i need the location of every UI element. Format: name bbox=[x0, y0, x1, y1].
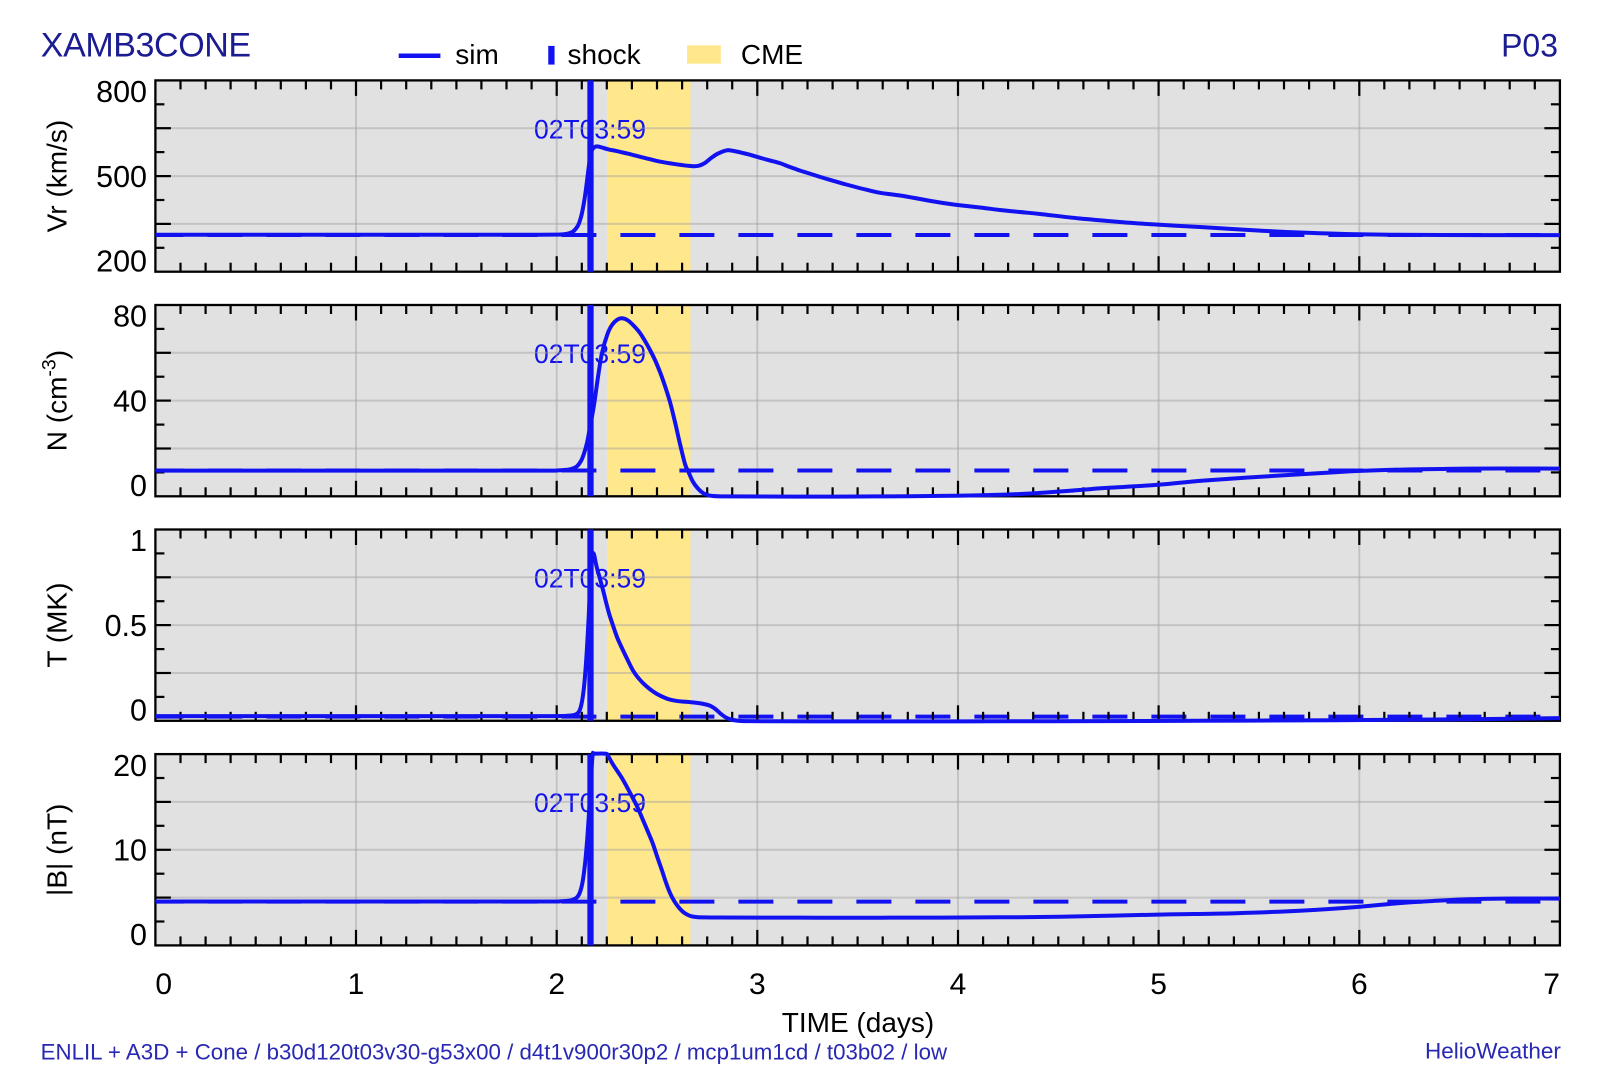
svg-text:0: 0 bbox=[155, 968, 172, 1001]
svg-text:200: 200 bbox=[96, 244, 147, 278]
svg-text:T (MK): T (MK) bbox=[42, 583, 73, 668]
svg-text:800: 800 bbox=[96, 75, 147, 109]
svg-text:500: 500 bbox=[96, 160, 147, 194]
svg-text:0: 0 bbox=[130, 694, 147, 728]
svg-text:N (cm-3): N (cm-3) bbox=[39, 350, 73, 451]
svg-text:P03: P03 bbox=[1501, 27, 1558, 63]
svg-text:0.5: 0.5 bbox=[105, 609, 147, 643]
svg-text:Vr (km/s): Vr (km/s) bbox=[42, 120, 73, 233]
svg-text:shock: shock bbox=[568, 39, 642, 70]
svg-text:80: 80 bbox=[113, 300, 147, 334]
svg-text:7: 7 bbox=[1543, 968, 1560, 1001]
svg-text:5: 5 bbox=[1150, 968, 1167, 1001]
svg-text:40: 40 bbox=[113, 384, 147, 418]
svg-text:0: 0 bbox=[130, 469, 147, 503]
svg-text:TIME (days): TIME (days) bbox=[782, 1007, 934, 1038]
svg-text:sim: sim bbox=[455, 39, 499, 70]
svg-text:4: 4 bbox=[950, 968, 967, 1001]
svg-text:0: 0 bbox=[130, 918, 147, 952]
svg-text:XAMB3CONE: XAMB3CONE bbox=[41, 26, 251, 64]
svg-text:6: 6 bbox=[1351, 968, 1368, 1001]
svg-text:1: 1 bbox=[348, 968, 365, 1001]
svg-text:HelioWeather: HelioWeather bbox=[1425, 1039, 1561, 1064]
svg-text:20: 20 bbox=[113, 749, 147, 783]
svg-text:3: 3 bbox=[749, 968, 766, 1001]
svg-text:CME: CME bbox=[741, 39, 803, 70]
svg-text:|B| (nT): |B| (nT) bbox=[42, 804, 73, 896]
svg-text:1: 1 bbox=[130, 524, 147, 558]
svg-text:2: 2 bbox=[548, 968, 565, 1001]
svg-text:ENLIL + A3D + Cone / b30d120t0: ENLIL + A3D + Cone / b30d120t03v30-g53x0… bbox=[41, 1040, 948, 1065]
svg-text:10: 10 bbox=[113, 834, 147, 868]
